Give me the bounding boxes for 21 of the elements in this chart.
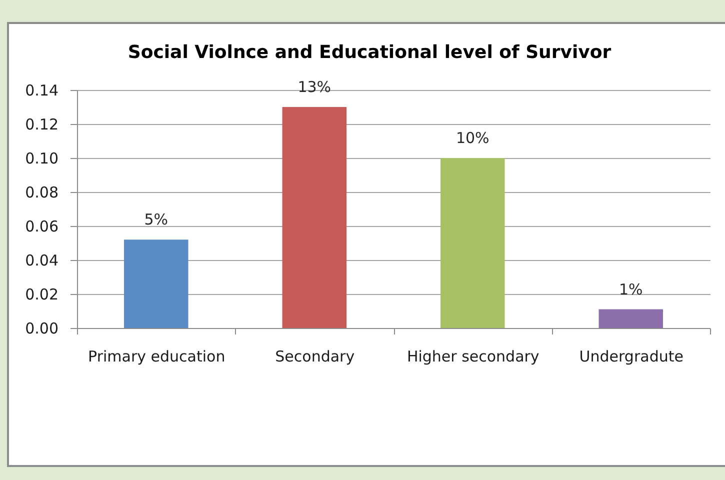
y-tick-label: 0.04 <box>25 252 58 270</box>
chart-title: Social Violnce and Educational level of Survivor <box>128 42 612 63</box>
data-label: 13% <box>298 78 332 96</box>
y-tick-label: 0.14 <box>25 82 58 100</box>
x-tick-label: Secondary <box>275 348 355 366</box>
bar <box>282 107 346 328</box>
y-tick-label: 0.06 <box>25 218 58 236</box>
data-label: 1% <box>618 280 643 298</box>
x-tick-label: Primary education <box>88 348 226 366</box>
bar <box>440 158 505 328</box>
data-label: 5% <box>144 210 168 229</box>
bar <box>598 309 663 328</box>
y-tick-label: 0.00 <box>25 320 58 338</box>
x-tick-label: Undergradute <box>579 348 684 366</box>
y-tick-label: 0.10 <box>25 150 58 168</box>
y-tick-label: 0.12 <box>25 116 58 134</box>
data-label: 10% <box>456 129 490 147</box>
bar <box>124 240 188 328</box>
y-tick-label: 0.08 <box>25 184 58 202</box>
x-tick-label: Higher secondary <box>406 348 540 366</box>
y-tick-label: 0.02 <box>25 286 58 304</box>
